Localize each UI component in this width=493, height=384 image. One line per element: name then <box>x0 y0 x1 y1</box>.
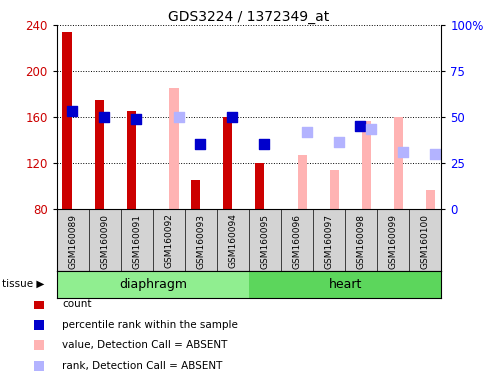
Bar <box>191 180 200 209</box>
Point <box>175 114 183 120</box>
Text: GSM160094: GSM160094 <box>228 214 238 268</box>
Bar <box>57 271 249 298</box>
Title: GDS3224 / 1372349_at: GDS3224 / 1372349_at <box>168 10 330 24</box>
Point <box>228 114 236 120</box>
Bar <box>255 163 264 209</box>
Point <box>260 141 268 147</box>
Text: percentile rank within the sample: percentile rank within the sample <box>62 319 238 329</box>
Text: GSM160095: GSM160095 <box>260 214 270 268</box>
Point <box>356 123 364 129</box>
Point <box>335 139 343 146</box>
Text: GSM160097: GSM160097 <box>324 214 334 268</box>
Text: GSM160092: GSM160092 <box>164 214 174 268</box>
Point <box>35 321 42 328</box>
Point <box>196 141 204 147</box>
Text: count: count <box>62 299 92 309</box>
Point <box>35 342 42 348</box>
Text: value, Detection Call = ABSENT: value, Detection Call = ABSENT <box>62 340 228 350</box>
Text: GSM160093: GSM160093 <box>196 214 206 268</box>
Bar <box>249 271 441 298</box>
Bar <box>95 100 104 209</box>
Point <box>303 129 311 135</box>
Text: GSM160100: GSM160100 <box>421 214 430 268</box>
Text: GSM160098: GSM160098 <box>356 214 366 268</box>
Bar <box>298 155 307 209</box>
Bar <box>127 111 136 209</box>
Point <box>35 363 42 369</box>
Bar <box>426 190 435 209</box>
Point <box>100 114 108 120</box>
Text: GSM160099: GSM160099 <box>388 214 398 268</box>
Point <box>68 108 76 114</box>
Text: heart: heart <box>328 278 362 291</box>
Bar <box>63 32 72 209</box>
Text: GSM160096: GSM160096 <box>292 214 302 268</box>
Text: GSM160091: GSM160091 <box>132 214 141 268</box>
Bar <box>223 117 232 209</box>
Text: rank, Detection Call = ABSENT: rank, Detection Call = ABSENT <box>62 361 223 371</box>
Point <box>35 301 42 307</box>
Bar <box>170 88 179 209</box>
Point <box>399 149 407 155</box>
Point <box>367 126 375 132</box>
Text: GSM160090: GSM160090 <box>100 214 109 268</box>
Text: GSM160089: GSM160089 <box>68 214 77 268</box>
Bar <box>330 170 339 209</box>
Text: tissue ▶: tissue ▶ <box>2 279 45 289</box>
Text: diaphragm: diaphragm <box>119 278 187 291</box>
Bar <box>362 121 371 209</box>
Point <box>431 151 439 157</box>
Bar <box>394 117 403 209</box>
Point <box>132 116 140 122</box>
